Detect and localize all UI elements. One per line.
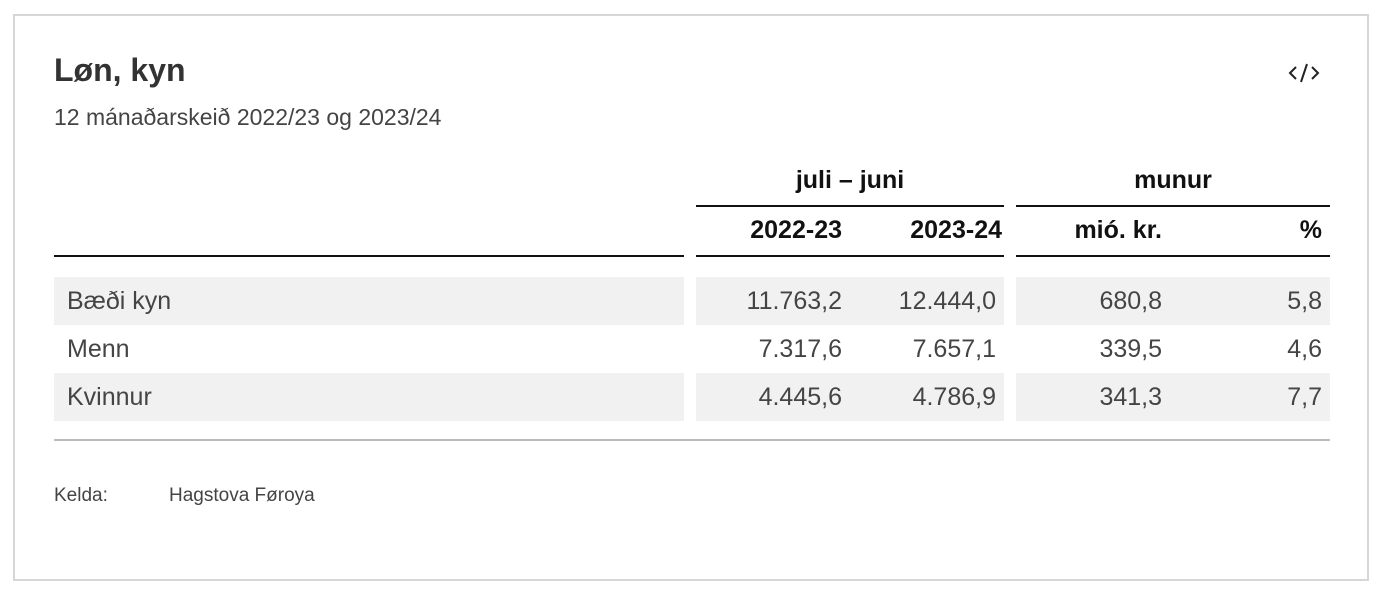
source-value: Hagstova Føroya (169, 485, 315, 506)
table-footer-rule (54, 439, 1330, 441)
group-rule-difference (1016, 205, 1330, 207)
cell-2023-24: 12.444,0 (898, 287, 996, 315)
group-header-difference: munur (1134, 166, 1212, 194)
table-row: Bæði kyn 11.763,2 12.444,0 680,8 5,8 (0, 277, 1384, 325)
cell-mio-kr: 341,3 (1099, 383, 1162, 411)
page-title: Løn, kyn (54, 52, 186, 88)
row-label: Menn (67, 335, 130, 363)
header-rule-label (54, 255, 684, 257)
column-header-2023-24: 2023-24 (910, 216, 1002, 244)
cell-2022-23: 7.317,6 (758, 335, 842, 363)
cell-2023-24: 4.786,9 (912, 383, 996, 411)
page-subtitle: 12 mánaðarskeið 2022/23 og 2023/24 (54, 104, 442, 130)
header-rule-difference (1016, 255, 1330, 257)
cell-percent: 4,6 (1287, 335, 1322, 363)
row-label: Kvinnur (67, 383, 152, 411)
group-header-period: juli – juni (795, 166, 905, 194)
table-row: Kvinnur 4.445,6 4.786,9 341,3 7,7 (0, 373, 1384, 421)
cell-2022-23: 11.763,2 (746, 287, 842, 315)
column-header-2022-23: 2022-23 (750, 216, 842, 244)
cell-percent: 5,8 (1287, 287, 1322, 315)
column-header-mio-kr: mió. kr. (1074, 216, 1162, 244)
cell-percent: 7,7 (1287, 383, 1322, 411)
cell-2023-24: 7.657,1 (912, 335, 996, 363)
source-label: Kelda: (54, 485, 108, 506)
header-rule-period (696, 255, 1004, 257)
cell-mio-kr: 680,8 (1099, 287, 1162, 315)
code-embed-icon[interactable] (1287, 60, 1321, 86)
cell-2022-23: 4.445,6 (758, 383, 842, 411)
row-label: Bæði kyn (67, 287, 172, 315)
column-header-percent: % (1299, 216, 1322, 244)
group-rule-period (696, 205, 1004, 207)
cell-mio-kr: 339,5 (1099, 335, 1162, 363)
table-row: Menn 7.317,6 7.657,1 339,5 4,6 (0, 325, 1384, 373)
